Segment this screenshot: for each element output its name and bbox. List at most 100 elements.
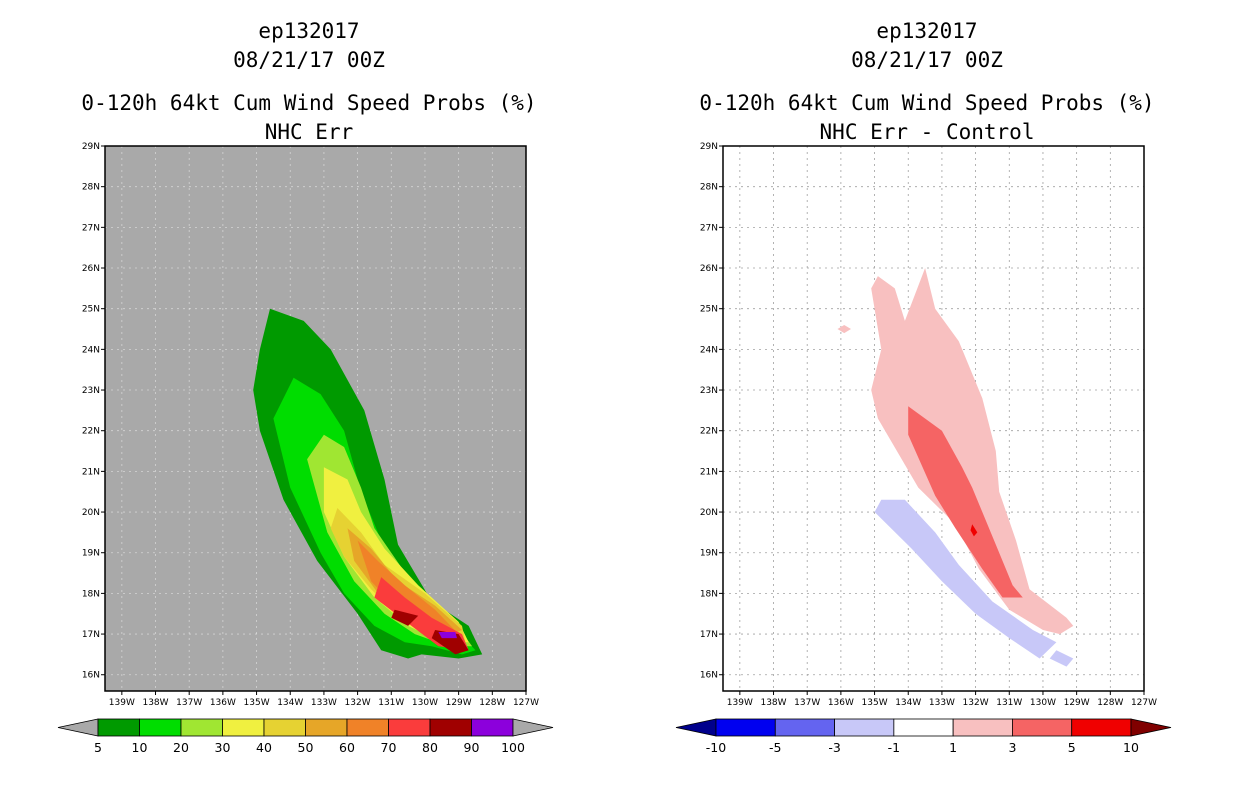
colorbar-label: 40 <box>256 740 272 755</box>
left-storm-id: ep132017 <box>258 19 359 43</box>
colorbar-swatch <box>346 718 389 737</box>
x-tick-label: 130W <box>412 698 438 708</box>
right-colorbar: -10 -5 -3 -1 1 3 5 10 <box>675 718 1172 755</box>
contour-level-neg1 <box>1049 650 1074 667</box>
colorbar-label: 10 <box>1123 740 1139 755</box>
colorbar-swatch <box>952 718 1013 737</box>
contour-level-60 <box>357 540 459 635</box>
x-tick-label: 139W <box>109 698 135 708</box>
x-tick-label: 129W <box>1064 698 1090 708</box>
y-tick-label: 27N <box>82 223 100 233</box>
colorbar-extend-high <box>1130 718 1172 737</box>
y-tick-label: 23N <box>700 386 718 396</box>
x-tick-label: 135W <box>244 698 270 708</box>
colorbar-swatch <box>1012 718 1073 737</box>
y-tick-label: 16N <box>700 671 718 681</box>
colorbar-extend-low <box>57 718 99 737</box>
x-tick-label: 131W <box>996 698 1022 708</box>
y-tick-label: 20N <box>700 508 718 518</box>
x-tick-label: 136W <box>828 698 854 708</box>
left-map-panel: 139W 138W 137W 136W 135W 134W 133W 132W 131W 130W… <box>82 142 539 708</box>
x-tick-label: 133W <box>311 698 337 708</box>
y-tick-label: 20N <box>82 508 100 518</box>
colorbar-swatch <box>263 718 306 737</box>
right-title: 0-120h 64kt Cum Wind Speed Probs (%) <box>699 91 1154 115</box>
colorbar-label: 20 <box>173 740 189 755</box>
y-tick-label: 19N <box>82 549 100 559</box>
y-tick-label: 27N <box>700 223 718 233</box>
contour-level-neg1 <box>874 499 1057 659</box>
colorbar-swatch <box>429 718 472 737</box>
x-tick-label: 134W <box>277 698 303 708</box>
y-tick-label: 21N <box>82 467 100 477</box>
y-tick-label: 25N <box>82 305 100 315</box>
y-tick-label: 21N <box>700 467 718 477</box>
y-tick-label: 16N <box>82 671 100 681</box>
colorbar-swatch <box>893 718 954 737</box>
y-tick-label: 24N <box>700 345 718 355</box>
x-tick-label: 137W <box>176 698 202 708</box>
colorbar-swatch <box>388 718 431 737</box>
x-tick-label: 134W <box>895 698 921 708</box>
y-tick-label: 28N <box>82 183 100 193</box>
y-tick-label: 29N <box>700 142 718 152</box>
contour-level-3 <box>908 406 1023 598</box>
right-map-frame <box>722 145 1145 692</box>
colorbar-label: 70 <box>381 740 397 755</box>
colorbar-swatch <box>715 718 776 737</box>
x-tick-label: 128W <box>479 698 505 708</box>
x-tick-label: 131W <box>378 698 404 708</box>
contour-level-1 <box>837 325 851 334</box>
y-tick-label: 18N <box>700 589 718 599</box>
y-tick-label: 17N <box>82 630 100 640</box>
y-tick-label: 26N <box>82 264 100 274</box>
colorbar-label: 5 <box>1068 740 1076 755</box>
y-tick-label: 22N <box>82 427 100 437</box>
x-tick-label: 139W <box>727 698 753 708</box>
y-tick-label: 28N <box>700 183 718 193</box>
x-tick-label: 128W <box>1097 698 1123 708</box>
y-tick-label: 22N <box>700 427 718 437</box>
colorbar-label: 100 <box>501 740 525 755</box>
contour-level-1 <box>871 268 1074 635</box>
x-tick-label: 132W <box>963 698 989 708</box>
x-tick-label: 138W <box>760 698 786 708</box>
left-colorbar: 5 10 20 30 40 50 60 70 80 90 100 <box>57 718 554 755</box>
x-tick-label: 136W <box>210 698 236 708</box>
left-subtitle: NHC Err <box>265 120 354 144</box>
colorbar-label: 80 <box>422 740 438 755</box>
contour-level-90 <box>438 632 457 639</box>
x-tick-label: 132W <box>345 698 371 708</box>
x-tick-label: 130W <box>1030 698 1056 708</box>
colorbar-swatch <box>97 718 140 737</box>
colorbar-swatch <box>305 718 348 737</box>
colorbar-label: -1 <box>888 740 900 755</box>
colorbar-swatch <box>1071 718 1132 737</box>
colorbar-label: -5 <box>769 740 781 755</box>
x-tick-label: 137W <box>794 698 820 708</box>
colorbar-label: -3 <box>828 740 840 755</box>
x-tick-label: 127W <box>513 698 539 708</box>
y-tick-label: 18N <box>82 589 100 599</box>
right-map-panel: 139W 138W 137W 136W 135W 134W 133W 132W 131W 130W… <box>700 142 1157 708</box>
x-tick-label: 127W <box>1131 698 1157 708</box>
x-tick-label: 138W <box>142 698 168 708</box>
y-tick-label: 17N <box>700 630 718 640</box>
left-title: 0-120h 64kt Cum Wind Speed Probs (%) <box>81 91 536 115</box>
colorbar-extend-high <box>512 718 554 737</box>
colorbar-label: 90 <box>464 740 480 755</box>
contour-level-30 <box>323 467 469 643</box>
colorbar-label: -10 <box>706 740 726 755</box>
colorbar-swatch <box>774 718 835 737</box>
colorbar-label: 60 <box>339 740 355 755</box>
right-storm-id: ep132017 <box>876 19 977 43</box>
x-tick-label: 133W <box>929 698 955 708</box>
colorbar-label: 1 <box>949 740 957 755</box>
colorbar-swatch <box>471 718 514 737</box>
colorbar-label: 3 <box>1008 740 1016 755</box>
colorbar-swatch <box>139 718 182 737</box>
y-tick-label: 24N <box>82 345 100 355</box>
colorbar-extend-low <box>675 718 717 737</box>
colorbar-swatch <box>834 718 895 737</box>
